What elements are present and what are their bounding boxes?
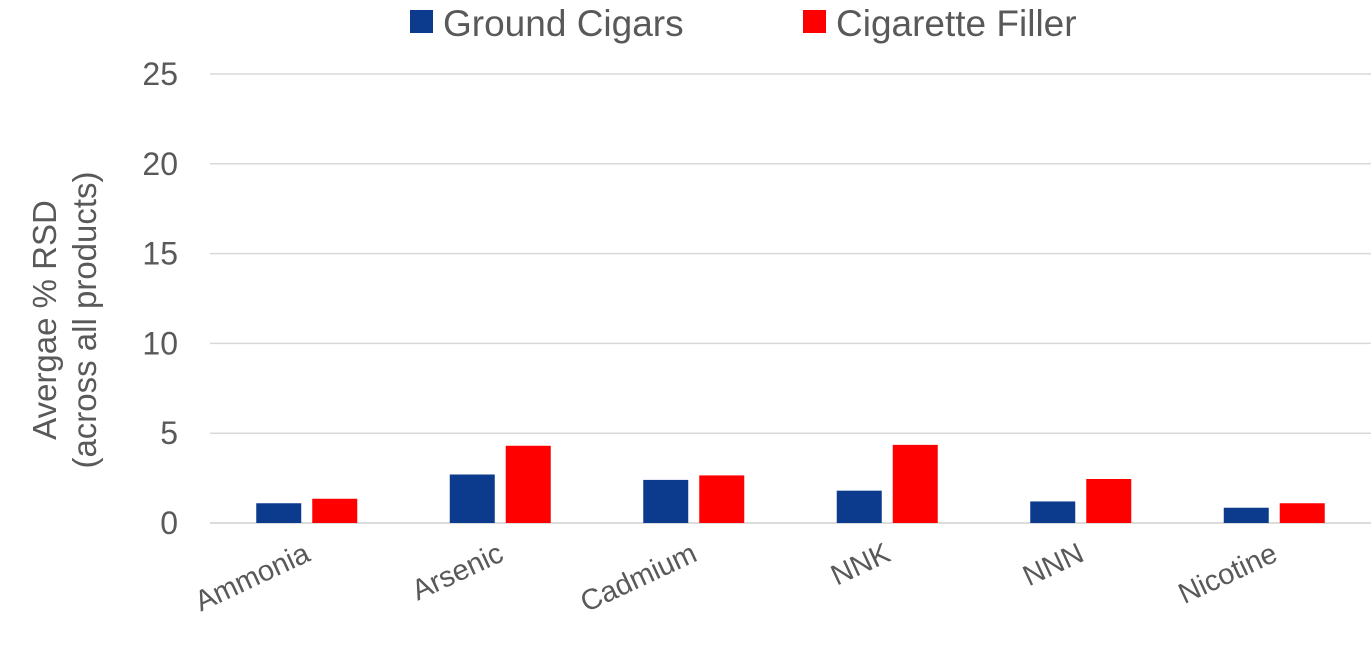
- x-tick-label: NNN: [1018, 537, 1088, 593]
- legend-item: Cigarette Filler: [803, 3, 1077, 44]
- bar-cigarette-filler-cadmium: [699, 475, 745, 523]
- x-tick-label: Nicotine: [1174, 537, 1282, 610]
- legend-item: Ground Cigars: [410, 3, 684, 44]
- x-tick-label: Arsenic: [407, 537, 508, 607]
- y-axis-title: Avergae % RSD (across all products): [26, 171, 103, 468]
- bar-ground-cigars-nicotine: [1223, 507, 1269, 523]
- legend: Ground Cigars Cigarette Filler: [410, 3, 1077, 44]
- bar-cigarette-filler-nnk: [892, 444, 938, 523]
- bar-ground-cigars-ammonia: [256, 503, 302, 523]
- x-tick-label: Cadmium: [576, 537, 702, 618]
- gridlines: [210, 73, 1371, 524]
- y-tick-label: 10: [142, 325, 178, 361]
- bar-ground-cigars-nnk: [836, 490, 882, 523]
- axis-titles: Avergae % RSD (across all products): [26, 171, 103, 468]
- legend-label: Ground Cigars: [443, 3, 684, 44]
- y-tick-label: 20: [142, 146, 178, 182]
- x-tick-label: Ammonia: [190, 537, 315, 618]
- bar-cigarette-filler-ammonia: [312, 498, 358, 523]
- legend-swatch: [803, 10, 826, 33]
- y-axis-title-line: Avergae % RSD: [26, 200, 63, 440]
- legend-label: Cigarette Filler: [836, 3, 1077, 44]
- bar-ground-cigars-nnn: [1030, 501, 1076, 523]
- bar-ground-cigars-cadmium: [643, 479, 689, 523]
- y-tick-label: 15: [142, 236, 178, 272]
- y-tick-label: 25: [142, 56, 178, 92]
- y-tick-label: 5: [160, 415, 178, 451]
- legend-swatch: [410, 10, 433, 33]
- bars: [256, 444, 1325, 523]
- bar-cigarette-filler-nnn: [1086, 478, 1132, 523]
- bar-ground-cigars-arsenic: [449, 474, 495, 523]
- bar-cigarette-filler-nicotine: [1279, 503, 1325, 523]
- bar-cigarette-filler-arsenic: [505, 445, 551, 523]
- y-axis-title-line: (across all products): [66, 171, 103, 468]
- x-tick-label: NNK: [826, 537, 896, 592]
- axes: 0 5 10 15 20 25 Ammonia Arsenic Cadmium NNK NNN Nic…: [142, 56, 1282, 619]
- y-tick-label: 0: [160, 505, 178, 541]
